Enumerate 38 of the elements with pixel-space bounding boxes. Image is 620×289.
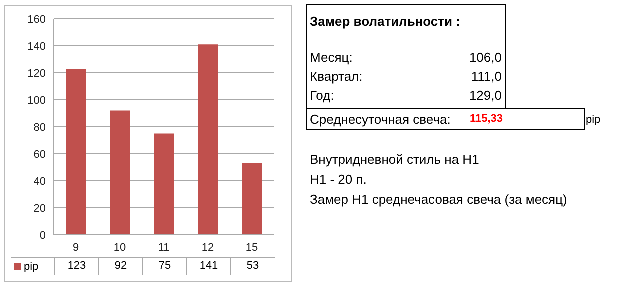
text: Внутридневной стиль на Н1 <box>310 152 480 167</box>
text: Замер Н1 среднечасовая свеча (за месяц) <box>310 192 568 207</box>
y-tick-label: 20 <box>34 202 46 215</box>
x-tick-label: 15 <box>246 242 258 254</box>
y-tick-label: 60 <box>34 148 46 161</box>
text: pip <box>586 114 601 126</box>
y-tick-label: 120 <box>28 68 46 80</box>
bar <box>66 68 86 235</box>
data-label: 53 <box>230 257 275 275</box>
text: 129,0 <box>468 88 502 103</box>
data-label: 75 <box>142 257 187 275</box>
y-tick-label: 100 <box>28 94 46 107</box>
x-tick-label: 12 <box>202 242 214 254</box>
legend-label: pip <box>24 260 39 272</box>
bar <box>242 163 262 235</box>
text: 106,0 <box>468 50 502 65</box>
text: Замер волатильности : <box>310 14 460 29</box>
text: Год: <box>310 88 334 103</box>
x-tick-label: 9 <box>72 242 80 254</box>
text: Квартал: <box>310 69 363 84</box>
text: 111,0 <box>470 69 502 84</box>
y-tick-label: 80 <box>34 122 46 134</box>
bar <box>198 44 218 235</box>
text: Н1 - 20 п. <box>310 172 367 187</box>
data-label: 123 <box>54 257 99 275</box>
data-label: 141 <box>186 257 231 275</box>
bar <box>110 110 130 235</box>
text: Месяц: <box>310 50 353 65</box>
y-tick-label: 0 <box>40 230 46 242</box>
bar <box>154 134 174 235</box>
y-tick-label: 140 <box>28 40 46 53</box>
x-tick-label: 11 <box>158 242 170 254</box>
text: Среднесуточная свеча: <box>310 112 451 127</box>
x-tick-label: 10 <box>114 242 126 254</box>
data-label: 92 <box>98 257 143 275</box>
y-tick-label: 160 <box>28 14 46 26</box>
y-tick-label: 40 <box>34 176 46 188</box>
text: 115,33 <box>470 113 504 125</box>
